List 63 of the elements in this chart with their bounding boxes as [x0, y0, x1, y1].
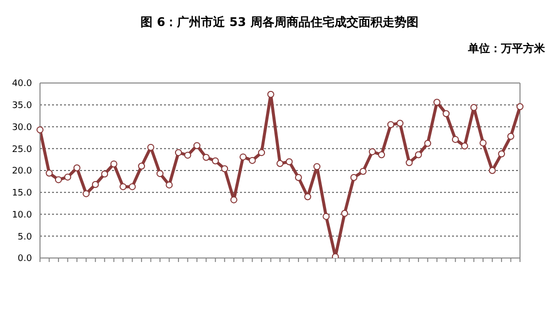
point: [322, 212, 330, 220]
y-tick-label: 30.0: [12, 122, 32, 133]
point: [212, 157, 219, 164]
point: [166, 181, 173, 188]
point: [120, 183, 127, 190]
point: [202, 154, 210, 161]
point: [433, 98, 440, 106]
point: [221, 165, 228, 172]
chart-title: 图 6：广州市近 53 周各周商品住宅成交面积走势图: [140, 14, 420, 31]
y-axis-title: 单位：万平方米: [468, 41, 545, 56]
point: [414, 151, 422, 158]
point: [276, 160, 284, 167]
point: [258, 149, 266, 156]
point: [442, 110, 450, 118]
point: [406, 159, 413, 166]
point: [147, 144, 154, 151]
point: [516, 103, 524, 110]
point: [82, 190, 90, 198]
point: [498, 150, 506, 158]
point: [387, 121, 394, 128]
point: [174, 149, 182, 156]
point: [267, 90, 274, 98]
point: [304, 193, 312, 200]
point: [110, 160, 118, 168]
y-tick-label: 15.0: [12, 188, 32, 199]
y-tick-label: 40.0: [12, 79, 32, 90]
point: [507, 132, 514, 140]
point: [101, 170, 108, 178]
point: [184, 152, 192, 159]
point: [193, 142, 200, 150]
point: [470, 104, 478, 111]
point: [156, 170, 164, 178]
point: [248, 156, 256, 164]
y-tick-label: 35.0: [12, 101, 32, 112]
point: [452, 136, 459, 143]
point: [461, 142, 468, 150]
point: [230, 196, 238, 204]
y-tick-label: 5.0: [18, 232, 32, 242]
point: [350, 174, 358, 181]
point: [64, 174, 72, 181]
point: [294, 174, 302, 181]
y-tick-label: 0.0: [18, 254, 32, 264]
point: [313, 163, 320, 170]
y-tick-label: 20.0: [12, 166, 32, 177]
point: [424, 140, 432, 147]
point: [92, 181, 99, 188]
point: [341, 210, 348, 217]
point: [480, 139, 487, 146]
point: [240, 153, 247, 160]
point: [54, 176, 62, 184]
point: [138, 162, 146, 170]
point: [396, 120, 404, 127]
point: [73, 164, 80, 172]
point: [128, 183, 136, 190]
point: [368, 148, 376, 156]
point: [286, 158, 293, 166]
point: [378, 151, 386, 158]
y-tick-label: 25.0: [12, 144, 32, 155]
point: [46, 170, 53, 177]
point: [36, 126, 44, 134]
point: [488, 167, 496, 174]
y-tick-label: 10.0: [12, 210, 32, 220]
point: [360, 168, 367, 175]
